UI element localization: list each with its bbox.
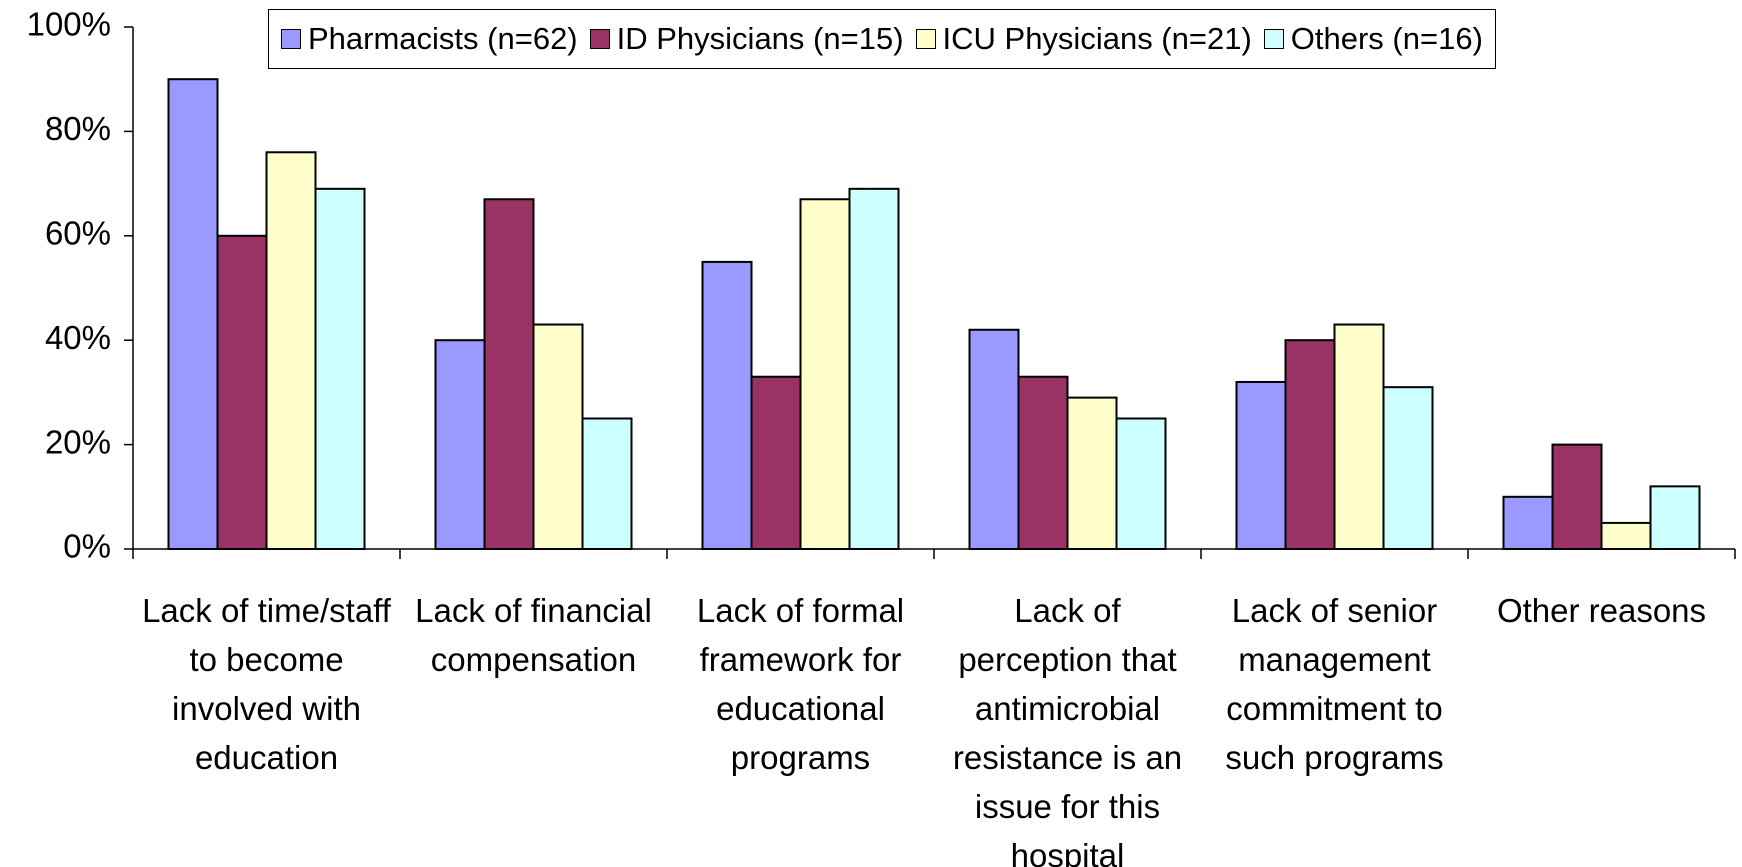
bar — [1382, 386, 1434, 550]
legend-swatch — [589, 29, 610, 49]
y-tick-label: 60% — [45, 215, 111, 252]
bar — [314, 187, 366, 550]
legend-swatch — [915, 29, 936, 49]
bar — [799, 198, 851, 550]
bar — [483, 198, 535, 550]
bar — [1017, 375, 1069, 550]
bar — [1115, 417, 1167, 550]
x-tick-label: Lack of perception that antimicrobial re… — [952, 592, 1183, 867]
bar — [1066, 396, 1118, 550]
legend-label: ID Physicians (n=15) — [616, 21, 904, 56]
legend-swatch — [281, 29, 301, 49]
legend-label: ICU Physicians (n=21) — [942, 21, 1252, 56]
bar — [581, 417, 633, 550]
legend-item: Others (n=16) — [1263, 21, 1483, 57]
bar — [1649, 485, 1701, 550]
legend-item: ICU Physicians (n=21) — [915, 21, 1252, 57]
x-tick-label: Lack of time/staff to become involved wi… — [142, 592, 391, 776]
y-tick-label: 80% — [45, 110, 111, 147]
legend: Pharmacists (n=62) ID Physicians (n=15) IC… — [268, 9, 1496, 69]
y-tick-label: 100% — [27, 6, 111, 43]
bar — [265, 151, 317, 550]
x-tick-label: Lack of financial compensation — [415, 592, 652, 678]
bar — [167, 78, 219, 550]
bar — [1600, 521, 1652, 551]
legend-item: Pharmacists (n=62) — [281, 21, 578, 57]
x-tick-label: Lack of formal framework for educational… — [696, 592, 905, 776]
y-tick-label: 40% — [45, 319, 111, 356]
bar — [1502, 495, 1554, 550]
y-tick-label: 20% — [45, 423, 111, 460]
legend-label: Pharmacists (n=62) — [308, 21, 578, 56]
legend-label: Others (n=16) — [1290, 21, 1483, 56]
x-tick-label: Other reasons — [1496, 592, 1707, 629]
bar — [1235, 380, 1287, 550]
bar — [216, 234, 268, 551]
bar — [1333, 323, 1385, 551]
bar — [848, 187, 900, 550]
bar — [968, 328, 1020, 551]
bar — [1284, 339, 1336, 551]
bar — [1551, 443, 1603, 551]
x-tick-label: Lack of senior management commitment to … — [1225, 592, 1444, 776]
bar — [701, 260, 753, 550]
legend-swatch — [1263, 29, 1284, 49]
legend-item: ID Physicians (n=15) — [589, 21, 904, 57]
bar — [434, 339, 486, 551]
bar — [532, 323, 584, 551]
y-tick-label: 0% — [63, 528, 111, 565]
bar — [750, 375, 802, 550]
